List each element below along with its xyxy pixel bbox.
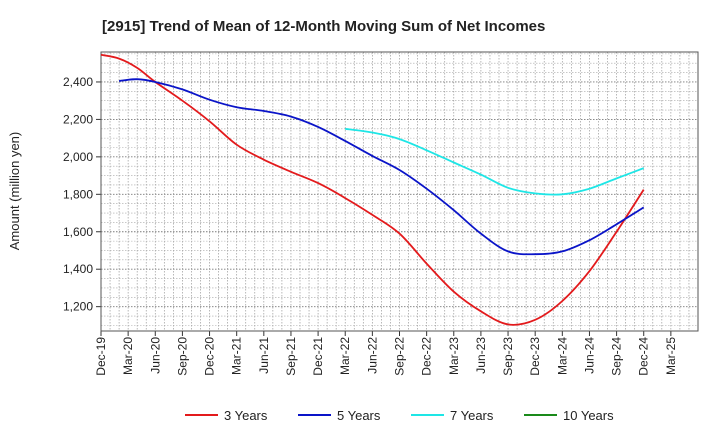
x-tick-label: Jun-21 (257, 337, 271, 374)
y-axis-label: Amount (million yen) (7, 132, 22, 251)
x-tick-label: Sep-24 (610, 337, 624, 376)
legend: 3 Years 5 Years 7 Years 10 Years (185, 408, 614, 423)
y-tick-label: 2,200 (63, 112, 93, 126)
x-tick-label: Dec-20 (203, 337, 217, 376)
x-tick-label: Dec-24 (637, 337, 651, 376)
x-tick-label: Dec-23 (528, 337, 542, 376)
y-tick-label: 2,000 (63, 150, 93, 164)
series-line-5-years (118, 78, 645, 256)
x-tick-label: Mar-25 (664, 337, 678, 375)
chart-title: [2915] Trend of Mean of 12-Month Moving … (102, 18, 545, 35)
axis-layer: 1,200 1,400 1,600 1,800 2,000 2,200 2,400 Dec-1… (63, 51, 699, 376)
x-tick-label: Sep-20 (175, 337, 189, 376)
legend-label-5-years: 5 Years (337, 408, 381, 423)
x-tick-label: Mar-23 (447, 337, 461, 375)
x-tick-label: Dec-21 (311, 337, 325, 376)
series-layer (100, 53, 645, 326)
legend-label-3-years: 3 Years (224, 408, 268, 423)
series-line-7-years (345, 127, 645, 196)
y-tick-label: 1,400 (63, 262, 93, 276)
x-tick-label: Jun-20 (148, 337, 162, 374)
y-tick-label: 1,600 (63, 225, 93, 239)
legend-label-10-years: 10 Years (563, 408, 614, 423)
x-tick-label: Jun-22 (365, 337, 379, 374)
x-tick-label: Jun-23 (474, 337, 488, 374)
x-tick-label: Mar-24 (555, 337, 569, 375)
x-tick-label: Sep-22 (393, 337, 407, 376)
x-tick-label: Mar-20 (121, 337, 135, 375)
y-tick-label: 1,200 (63, 300, 93, 314)
x-tick-label: Sep-21 (284, 337, 298, 376)
series-line-3-years (100, 53, 645, 326)
x-tick-label: Jun-24 (582, 337, 596, 374)
x-tick-label: Mar-21 (230, 337, 244, 375)
y-tick-label: 2,400 (63, 75, 93, 89)
x-tick-label: Sep-23 (501, 337, 515, 376)
grid-layer (101, 52, 698, 331)
y-tick-label: 1,800 (63, 187, 93, 201)
legend-label-7-years: 7 Years (450, 408, 494, 423)
x-tick-label: Dec-22 (420, 337, 434, 376)
x-tick-label: Mar-22 (338, 337, 352, 375)
plot-frame (100, 51, 699, 332)
x-tick-label: Dec-19 (94, 337, 108, 376)
